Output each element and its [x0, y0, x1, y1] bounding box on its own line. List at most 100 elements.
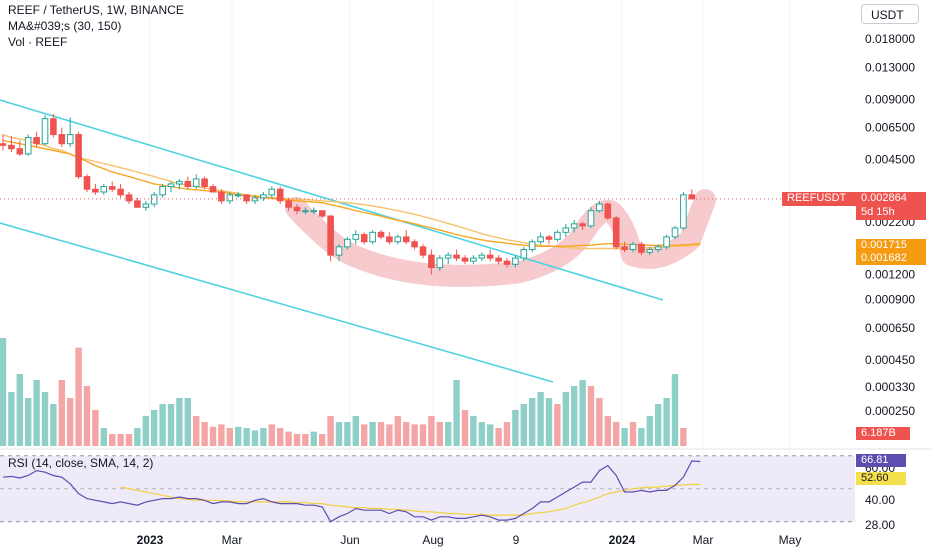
volume-bar: [75, 347, 82, 446]
x-axis-tick-label: May: [779, 533, 802, 547]
volume-bar: [193, 416, 200, 446]
symbol-title: REEF / TetherUS, 1W, BINANCE: [8, 3, 184, 17]
candle: [520, 246, 528, 262]
y-axis-tick-label: 0.000650: [865, 321, 915, 335]
candle: [428, 249, 435, 275]
volume-bar: [453, 380, 460, 446]
candle: [134, 197, 141, 208]
ma150-value-tag: 0.001682: [856, 252, 926, 265]
volume-bar: [655, 404, 662, 446]
candle: [41, 115, 49, 146]
candle: [159, 183, 166, 198]
candle: [612, 216, 620, 250]
volume-bar: [638, 428, 645, 446]
candle: [201, 176, 208, 190]
candle: [621, 241, 628, 253]
volume-bar: [403, 422, 410, 446]
candle: [411, 239, 418, 250]
volume-bar: [503, 422, 511, 446]
volume-bar: [512, 410, 519, 446]
rsi-sma-line: [120, 483, 701, 516]
volume-bar: [125, 434, 133, 446]
candle: [386, 232, 393, 245]
candle: [528, 239, 536, 253]
volume-bar: [319, 434, 326, 446]
volume-bar: [159, 404, 166, 446]
candle: [360, 232, 368, 245]
volume-bar: [478, 422, 485, 446]
ma30-line: [2, 139, 701, 247]
y-axis-tick-label: 0.018000: [865, 32, 915, 46]
y-axis-tick-label: 0.013000: [865, 60, 915, 74]
volume-bar: [562, 392, 569, 446]
volume-bar: [344, 422, 351, 446]
candle: [66, 117, 74, 148]
volume-bar: [243, 428, 250, 446]
candle: [150, 192, 158, 208]
candle: [470, 255, 477, 265]
candle: [243, 194, 250, 205]
y-axis-tick-label: 0.000450: [865, 353, 915, 367]
candle: [570, 219, 578, 233]
candle: [125, 192, 133, 205]
y-axis-tick-label: 0.006500: [865, 121, 915, 135]
candle: [596, 200, 603, 213]
volume-bar: [167, 404, 175, 446]
candle: [218, 189, 225, 205]
candle: [436, 255, 444, 272]
rsi-value-tag: 66.81: [856, 454, 906, 467]
y-axis-tick-label: 0.001200: [865, 268, 915, 282]
volume-bar: [67, 398, 74, 446]
volume-bar: [218, 424, 225, 446]
candle: [671, 225, 679, 240]
ma150-line: [2, 133, 701, 250]
symbol-price-tag: REEFUSDT: [782, 192, 856, 206]
candle: [344, 236, 351, 250]
candle: [260, 192, 267, 201]
volume-bar: [520, 404, 527, 446]
candle: [419, 244, 427, 259]
rsi-line: [2, 460, 701, 523]
bar-countdown: 5d 15h: [856, 206, 926, 220]
candle: [453, 249, 460, 262]
candle: [654, 244, 662, 253]
volume-bar: [251, 430, 259, 446]
volume-bar: [663, 398, 670, 446]
candle: [293, 204, 301, 215]
volume-bar: [554, 404, 561, 446]
candle: [192, 174, 200, 190]
candle: [478, 252, 486, 262]
volume-bar: [184, 398, 191, 446]
volume-bar: [310, 431, 317, 446]
ma-legend[interactable]: MA&#039;s (30, 150): [8, 19, 122, 33]
volume-bar: [369, 422, 376, 446]
candle: [108, 181, 116, 193]
rsi-legend[interactable]: RSI (14, close, SMA, 14, 2): [8, 456, 154, 470]
candle: [663, 234, 670, 250]
volume-bar: [445, 422, 452, 446]
volume-bar: [109, 434, 116, 446]
y-axis-tick-label: 0.000330: [865, 380, 915, 394]
volume-bar: [33, 380, 40, 446]
volume-bar: [386, 424, 393, 446]
volume-value-tag: 6.187B: [856, 427, 910, 440]
candle: [58, 127, 66, 148]
candle: [226, 192, 234, 205]
currency-button[interactable]: USDT: [861, 4, 919, 24]
y-axis-tick-label: 0.009000: [865, 92, 915, 106]
candle: [83, 174, 91, 193]
candle: [302, 207, 309, 215]
volume-bar: [571, 386, 578, 446]
candle: [327, 214, 334, 262]
candle: [352, 230, 360, 245]
candle: [537, 232, 544, 245]
volume-legend[interactable]: Vol · REEF: [8, 35, 68, 49]
candle: [587, 207, 595, 228]
volume-bar: [680, 428, 687, 446]
volume-bar: [92, 410, 99, 446]
candle: [234, 192, 242, 198]
candle: [554, 230, 561, 242]
x-axis-tick-label: 2024: [609, 533, 636, 547]
candle: [461, 255, 469, 265]
